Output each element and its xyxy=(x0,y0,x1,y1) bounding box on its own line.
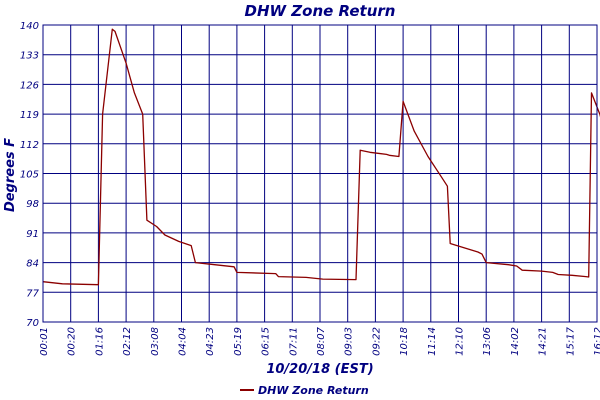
x-tick-label: 00:20 xyxy=(67,327,78,356)
x-tick-label: 02:12 xyxy=(122,327,133,356)
y-tick-label: 126 xyxy=(20,80,39,91)
x-tick-label: 15:17 xyxy=(565,326,576,355)
x-tick-label: 08:07 xyxy=(316,326,327,355)
x-tick-label: 14:21 xyxy=(538,327,549,356)
plot-border xyxy=(42,24,598,323)
y-tick-label: 119 xyxy=(20,110,39,121)
x-tick-label: 11:14 xyxy=(427,327,438,356)
y-tick-label: 70 xyxy=(26,318,39,329)
y-tick-label: 140 xyxy=(20,21,39,32)
grid xyxy=(42,24,598,323)
x-tick-label: 04:04 xyxy=(178,327,189,356)
x-tick-label: 07:11 xyxy=(288,327,299,356)
x-tick-label: 04:23 xyxy=(205,327,216,356)
series-layer xyxy=(42,28,600,286)
x-tick-label: 12:10 xyxy=(455,327,466,356)
x-tick-label: 03:08 xyxy=(150,327,161,356)
series-line xyxy=(42,28,600,286)
x-axis-title: 10/20/18 (EST) xyxy=(266,362,373,377)
y-tick-label: 98 xyxy=(26,199,39,210)
x-axis-ticks: 00:01 00:20 01:16 02:12 03:08 04:04 04:23 05:19… xyxy=(39,326,600,355)
x-tick-label: 05:19 xyxy=(233,327,244,356)
x-tick-label: 14:02 xyxy=(510,327,521,356)
y-tick-label: 77 xyxy=(26,288,39,299)
y-axis-title: Degrees F xyxy=(3,138,18,212)
y-tick-label: 133 xyxy=(20,51,39,62)
x-tick-label: 06:15 xyxy=(261,327,272,356)
chart-title: DHW Zone Return xyxy=(245,2,396,20)
x-tick-label: 09:03 xyxy=(344,327,355,356)
legend-label: DHW Zone Return xyxy=(258,384,369,397)
y-tick-label: 91 xyxy=(26,229,39,240)
y-tick-label: 112 xyxy=(20,140,39,151)
x-tick-label: 13:06 xyxy=(482,327,493,356)
x-tick-label: 00:01 xyxy=(39,327,50,356)
legend: DHW Zone Return xyxy=(240,384,369,397)
x-tick-label: 10:18 xyxy=(399,327,410,356)
y-tick-label: 105 xyxy=(20,170,39,181)
x-tick-label: 01:16 xyxy=(94,327,105,356)
y-tick-label: 84 xyxy=(26,259,39,270)
y-axis-ticks: 140 133 126 119 112 105 98 91 84 77 70 xyxy=(20,21,40,329)
x-tick-label: 09:22 xyxy=(371,327,382,356)
x-tick-label: 16:12 xyxy=(593,327,600,356)
